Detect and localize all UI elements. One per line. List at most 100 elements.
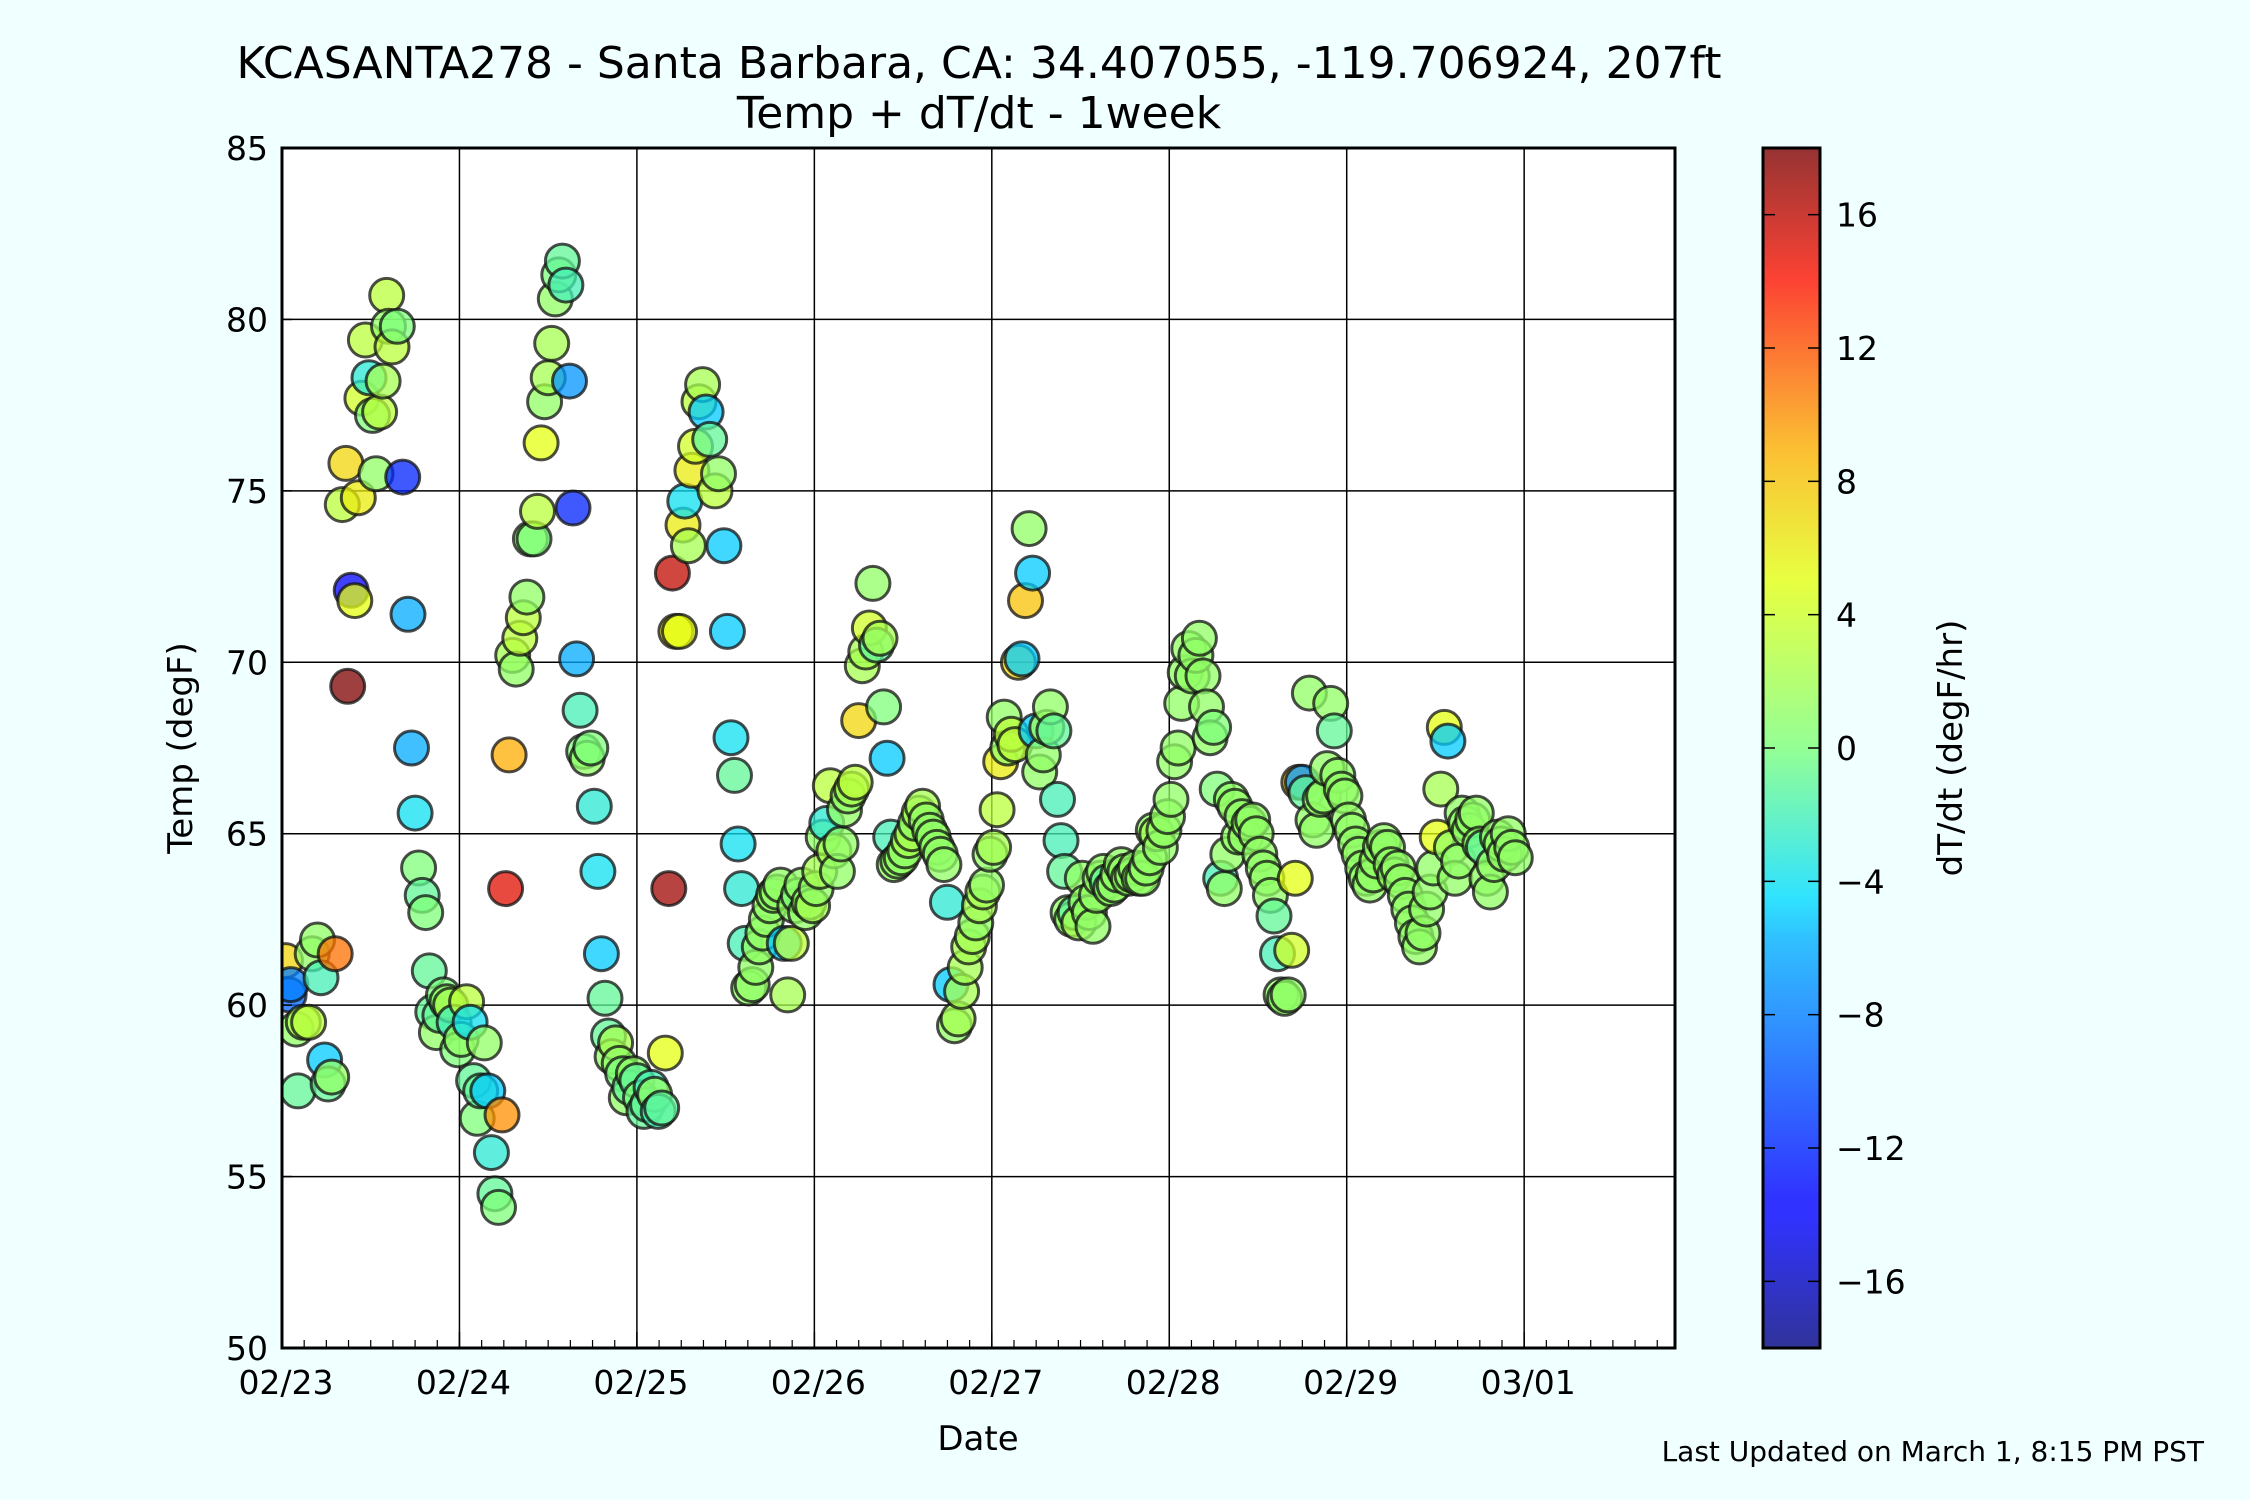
data-point [925,846,963,884]
data-point [1315,712,1353,750]
y-tick-label: 60 [226,986,268,1025]
y-tick-label: 80 [226,300,268,339]
colorbar-tick-label: −8 [1836,996,1885,1035]
data-point [650,870,688,908]
x-tick-label: 02/23 [238,1363,333,1402]
plot-frame [280,146,1677,1350]
data-point [575,787,613,825]
last-updated-text: Last Updated on March 1, 8:15 PM PST [1661,1435,2204,1468]
chart-subtitle: Temp + dT/dt - 1week [736,88,1222,139]
data-point [282,966,310,1004]
data-point [1269,976,1307,1014]
data-point [1195,708,1233,746]
data-point [978,791,1016,829]
x-tick-label: 02/24 [416,1363,511,1402]
data-point [282,1072,317,1110]
y-tick-label: 65 [226,815,268,854]
data-point [861,619,899,657]
colorbar-label: dT/dt (degF/hr) [1931,620,1971,877]
data-point [368,276,406,314]
data-point [928,883,966,921]
data-point [407,894,445,932]
data-point [865,688,903,726]
data-points [282,242,1534,1226]
data-point [582,935,620,973]
y-tick-label: 85 [226,129,268,168]
y-tick-label: 55 [226,1158,268,1197]
y-tick-label: 50 [226,1329,268,1368]
x-tick-label: 02/26 [771,1363,866,1402]
data-point [712,719,750,757]
data-point [1014,554,1052,592]
data-point [1159,729,1197,767]
data-point [1429,722,1467,760]
data-point [336,582,374,620]
data-point [772,924,810,962]
data-point [519,492,556,530]
data-point [472,1134,510,1172]
data-point [661,612,698,650]
data-point [465,1024,503,1062]
data-point [522,424,560,462]
data-point [547,266,585,304]
data-point [364,362,402,400]
data-point [378,307,416,345]
data-point [1074,907,1112,945]
data-point [313,1058,351,1096]
data-point [822,825,860,863]
x-tick-label: 02/25 [593,1363,688,1402]
data-point [1152,780,1190,818]
data-point [975,828,1013,866]
data-point [1010,510,1048,548]
data-point [705,527,743,565]
y-tick-label: 75 [226,472,268,511]
data-point [508,578,546,616]
data-point [1205,870,1243,908]
data-point [669,527,707,565]
data-point [572,729,610,767]
x-tick-label: 02/29 [1303,1363,1398,1402]
colorbar-tick-label: 16 [1836,196,1878,235]
x-tick-label: 02/28 [1126,1363,1221,1402]
colorbar-tick-label: −12 [1836,1129,1906,1168]
colorbar-tick-label: 8 [1836,462,1857,501]
data-point [586,979,624,1017]
data-point [490,736,528,774]
x-tick-label: 02/27 [948,1363,1043,1402]
data-point [316,935,354,973]
data-point [854,564,892,602]
data-point [643,1089,681,1127]
data-point [396,794,434,832]
colorbar-ticks: 16 12 8 4 0 −4 −8 −12 −16 [1763,196,1906,1301]
colorbar-tick-label: −4 [1836,862,1885,901]
data-point [1273,931,1311,969]
data-point [290,1003,328,1041]
data-point [579,852,617,890]
data-point [361,393,399,431]
data-point [554,489,592,527]
data-point [691,420,729,458]
data-point [561,691,599,729]
x-axis-label: Date [937,1419,1018,1459]
data-point [329,667,367,705]
data-point [389,595,427,633]
data-point [1422,770,1460,808]
data-point [708,612,746,650]
data-point [533,324,571,362]
data-point [646,1034,684,1072]
data-point [1496,839,1534,877]
data-point [868,739,906,777]
data-point [1035,712,1073,750]
y-axis-label: Temp (degF) [161,642,201,855]
data-point [1276,859,1314,897]
data-point [1039,780,1076,818]
data-point [1255,897,1293,935]
data-point [1184,657,1222,695]
colorbar-tick-label: 4 [1836,596,1857,635]
data-point [1003,640,1041,678]
data-point [716,756,753,794]
data-point [1298,811,1335,849]
data-point [968,866,1005,904]
data-point [384,458,422,496]
